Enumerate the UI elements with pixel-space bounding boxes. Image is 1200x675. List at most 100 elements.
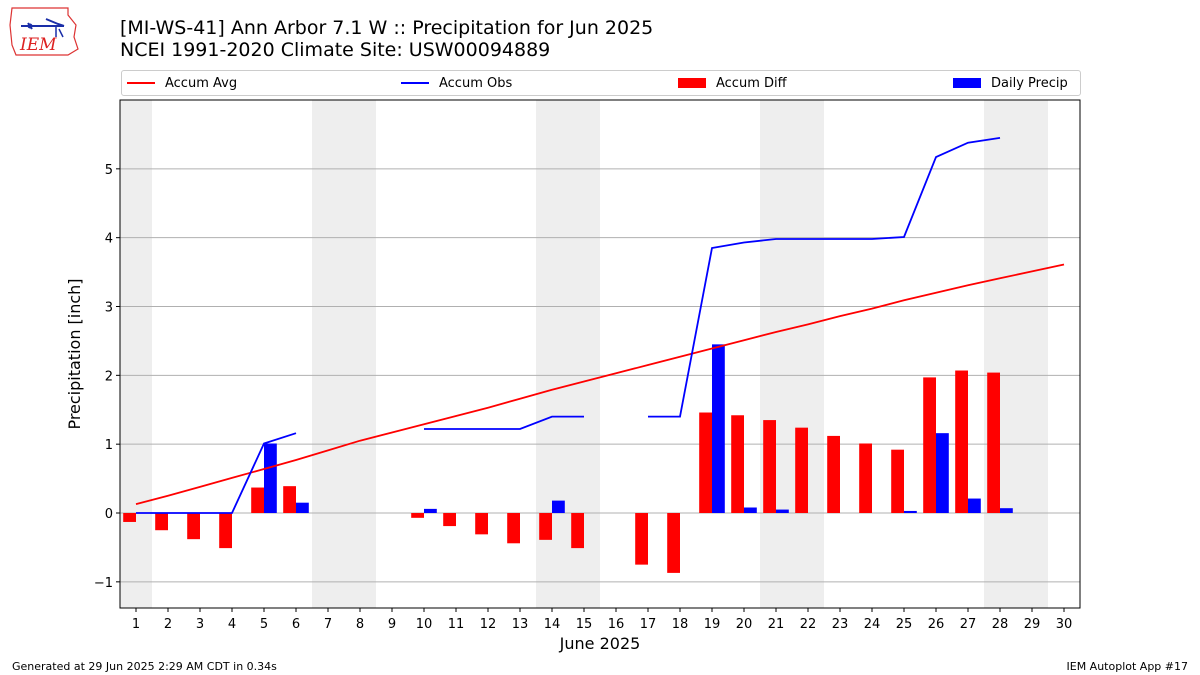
y-tick-label: 1	[105, 438, 113, 453]
y-tick-label: 2	[105, 369, 113, 384]
accum-obs-line	[136, 432, 297, 514]
daily-precip-bar	[776, 509, 789, 514]
x-tick-label: 16	[608, 617, 625, 632]
weekend-shade	[760, 100, 824, 608]
x-tick-label: 22	[800, 617, 817, 632]
accum-diff-bar	[443, 513, 456, 527]
accum-diff-bar	[219, 513, 232, 549]
legend-item-daily-precip: Daily Precip	[953, 71, 1068, 95]
accum-diff-bar	[795, 427, 808, 514]
accum-diff-bar	[859, 443, 872, 514]
accum-diff-bar	[667, 513, 680, 573]
x-tick-label: 24	[864, 617, 881, 632]
x-tick-label: 5	[260, 617, 268, 632]
y-axis-label: Precipitation [inch]	[65, 278, 84, 429]
daily-precip-bar	[1000, 508, 1013, 514]
accum-diff-bar	[155, 513, 168, 531]
accum-diff-bar	[987, 372, 1000, 514]
x-tick-label: 1	[132, 617, 140, 632]
daily-precip-bar	[296, 502, 309, 514]
svg-text:IEM: IEM	[19, 35, 57, 55]
iem-logo: IEM	[6, 5, 82, 59]
accum-diff-bar	[923, 377, 936, 514]
y-tick-label: 0	[105, 507, 113, 522]
legend-swatch	[678, 78, 706, 88]
legend-item-accum-avg: Accum Avg	[127, 71, 237, 95]
footer-generated: Generated at 29 Jun 2025 2:29 AM CDT in …	[12, 660, 277, 673]
plot-frame	[119, 99, 1081, 609]
x-tick-label: 18	[672, 617, 689, 632]
daily-precip-bar	[424, 508, 437, 514]
daily-precip-bar	[264, 443, 277, 514]
x-tick-label: 20	[736, 617, 753, 632]
x-tick-label: 6	[292, 617, 300, 632]
legend-label: Accum Obs	[439, 75, 513, 91]
x-tick-label: 15	[576, 617, 593, 632]
chart-subtitle: NCEI 1991-2020 Climate Site: USW00094889	[120, 39, 551, 61]
x-tick-label: 25	[896, 617, 913, 632]
accum-diff-bar	[475, 513, 488, 535]
x-tick-label: 14	[544, 617, 561, 632]
daily-precip-bar	[904, 510, 917, 514]
accum-obs-line	[648, 137, 1001, 418]
x-tick-label: 27	[960, 617, 977, 632]
daily-precip-bar	[712, 344, 725, 514]
x-tick-label: 19	[704, 617, 721, 632]
legend-swatch	[953, 78, 981, 88]
x-tick-label: 3	[196, 617, 204, 632]
legend-label: Daily Precip	[991, 75, 1068, 91]
x-tick-label: 26	[928, 617, 945, 632]
x-tick-label: 7	[324, 617, 332, 632]
x-tick-label: 11	[448, 617, 465, 632]
x-tick-label: 2	[164, 617, 172, 632]
x-tick-label: 9	[388, 617, 396, 632]
y-tick-label: 3	[105, 301, 113, 316]
accum-diff-bar	[283, 486, 296, 514]
accum-obs-line	[424, 415, 584, 430]
daily-precip-bar	[552, 500, 565, 514]
legend-swatch	[127, 82, 155, 84]
legend-item-accum-diff: Accum Diff	[678, 71, 787, 95]
accum-diff-bar	[635, 513, 648, 565]
x-tick-label: 23	[832, 617, 849, 632]
weekend-shade	[312, 100, 376, 608]
accum-avg-line	[135, 263, 1065, 505]
legend-swatch	[401, 82, 429, 84]
x-tick-label: 10	[416, 617, 433, 632]
weekend-shade	[984, 100, 1048, 608]
accum-diff-bar	[827, 435, 840, 514]
accum-diff-bar	[571, 513, 584, 549]
daily-precip-bar	[744, 507, 757, 514]
legend-item-accum-obs: Accum Obs	[401, 71, 512, 95]
x-tick-label: 21	[768, 617, 785, 632]
accum-diff-bar	[411, 513, 424, 518]
weekend-shade	[120, 100, 152, 608]
x-tick-label: 30	[1056, 617, 1073, 632]
legend-label: Accum Diff	[716, 75, 787, 91]
x-tick-label: 29	[1024, 617, 1041, 632]
accum-diff-bar	[251, 487, 264, 514]
daily-precip-bar	[968, 498, 981, 514]
x-tick-label: 13	[512, 617, 529, 632]
x-tick-label: 8	[356, 617, 364, 632]
x-tick-label: 28	[992, 617, 1009, 632]
chart-legend: Accum Avg Accum Obs Accum Diff Daily Pre…	[121, 70, 1081, 96]
chart-title: [MI-WS-41] Ann Arbor 7.1 W :: Precipitat…	[120, 17, 654, 39]
x-tick-label: 4	[228, 617, 236, 632]
y-tick-label: 4	[105, 232, 113, 247]
accum-diff-bar	[123, 513, 136, 522]
accum-diff-bar	[955, 370, 968, 514]
y-tick-label: 5	[105, 163, 113, 178]
x-axis-label: June 2025	[559, 634, 641, 653]
accum-diff-bar	[699, 412, 712, 514]
accum-diff-bar	[507, 513, 520, 544]
x-tick-label: 12	[480, 617, 497, 632]
x-tick-label: 17	[640, 617, 657, 632]
accum-diff-bar	[763, 420, 776, 514]
accum-diff-bar	[539, 513, 552, 540]
y-tick-label: −1	[94, 576, 113, 591]
accum-diff-bar	[731, 415, 744, 514]
accum-diff-bar	[891, 449, 904, 514]
daily-precip-bar	[936, 433, 949, 514]
